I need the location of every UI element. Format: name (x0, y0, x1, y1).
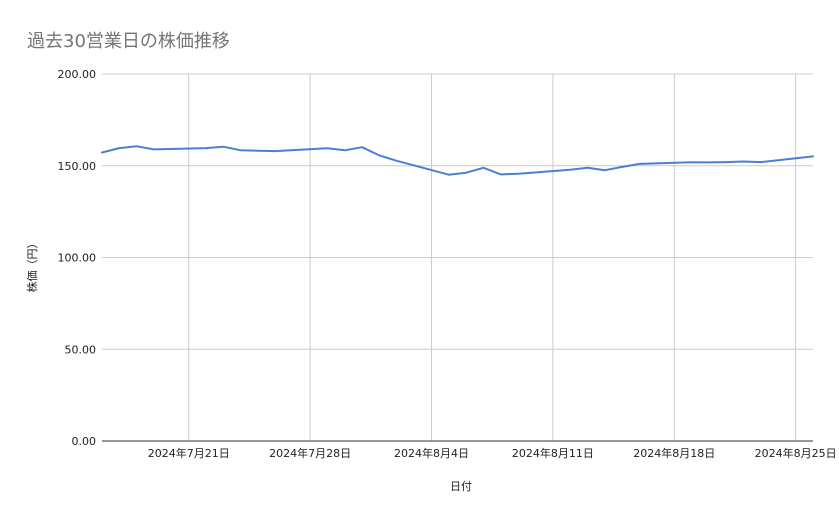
data-point (465, 172, 467, 174)
x-tick-label: 2024年8月11日 (512, 446, 594, 460)
data-point (725, 161, 727, 163)
y-tick-label: 150.00 (58, 160, 97, 173)
x-axis-ticks: 2024年7月21日 2024年7月28日 2024年8月4日 2024年8月11日 2… (148, 446, 837, 460)
y-tick-label: 50.00 (65, 343, 97, 356)
series-line (101, 145, 814, 176)
x-tick-label: 2024年8月4日 (394, 446, 469, 460)
data-point (621, 166, 623, 168)
data-point (587, 167, 589, 169)
x-tick-label: 2024年8月25日 (755, 446, 837, 460)
data-point (153, 148, 155, 150)
x-tick-label: 2024年8月18日 (633, 446, 715, 460)
data-point (326, 147, 328, 149)
y-tick-label: 100.00 (58, 252, 97, 265)
data-point (500, 173, 502, 175)
data-point (274, 150, 276, 152)
data-point (483, 167, 485, 169)
data-point (257, 150, 259, 152)
data-point (517, 173, 519, 175)
x-axis-label: 日付 (450, 480, 472, 493)
data-point (361, 146, 363, 148)
x-tick-label: 2024年7月28日 (269, 446, 351, 460)
data-point (639, 163, 641, 165)
data-point (708, 161, 710, 163)
data-point (448, 174, 450, 176)
data-point (396, 160, 398, 162)
data-point (569, 169, 571, 171)
data-point (101, 152, 103, 154)
data-point (691, 161, 693, 163)
data-point (222, 146, 224, 148)
y-tick-label: 0.00 (72, 435, 97, 448)
data-point (118, 147, 120, 149)
series-layer (101, 145, 814, 176)
data-point (760, 161, 762, 163)
data-point (240, 149, 242, 151)
horizontal-gridlines (102, 73, 813, 442)
data-point (812, 155, 814, 157)
y-axis-label: 株価（円） (25, 238, 39, 293)
data-point (136, 145, 138, 147)
data-point (604, 169, 606, 171)
x-tick-label: 2024年7月21日 (148, 446, 230, 460)
data-point (344, 149, 346, 151)
y-axis-ticks: 0.00 50.00 100.00 150.00 200.00 (58, 68, 97, 448)
chart-title: 過去30営業日の株価推移 (27, 31, 230, 52)
data-point (743, 161, 745, 163)
y-tick-label: 200.00 (58, 68, 97, 81)
data-point (205, 147, 207, 149)
data-point (378, 154, 380, 156)
